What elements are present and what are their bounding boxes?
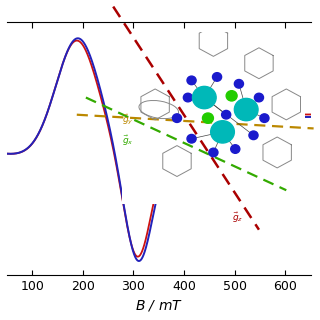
- X-axis label: $B$ / mT: $B$ / mT: [135, 298, 183, 313]
